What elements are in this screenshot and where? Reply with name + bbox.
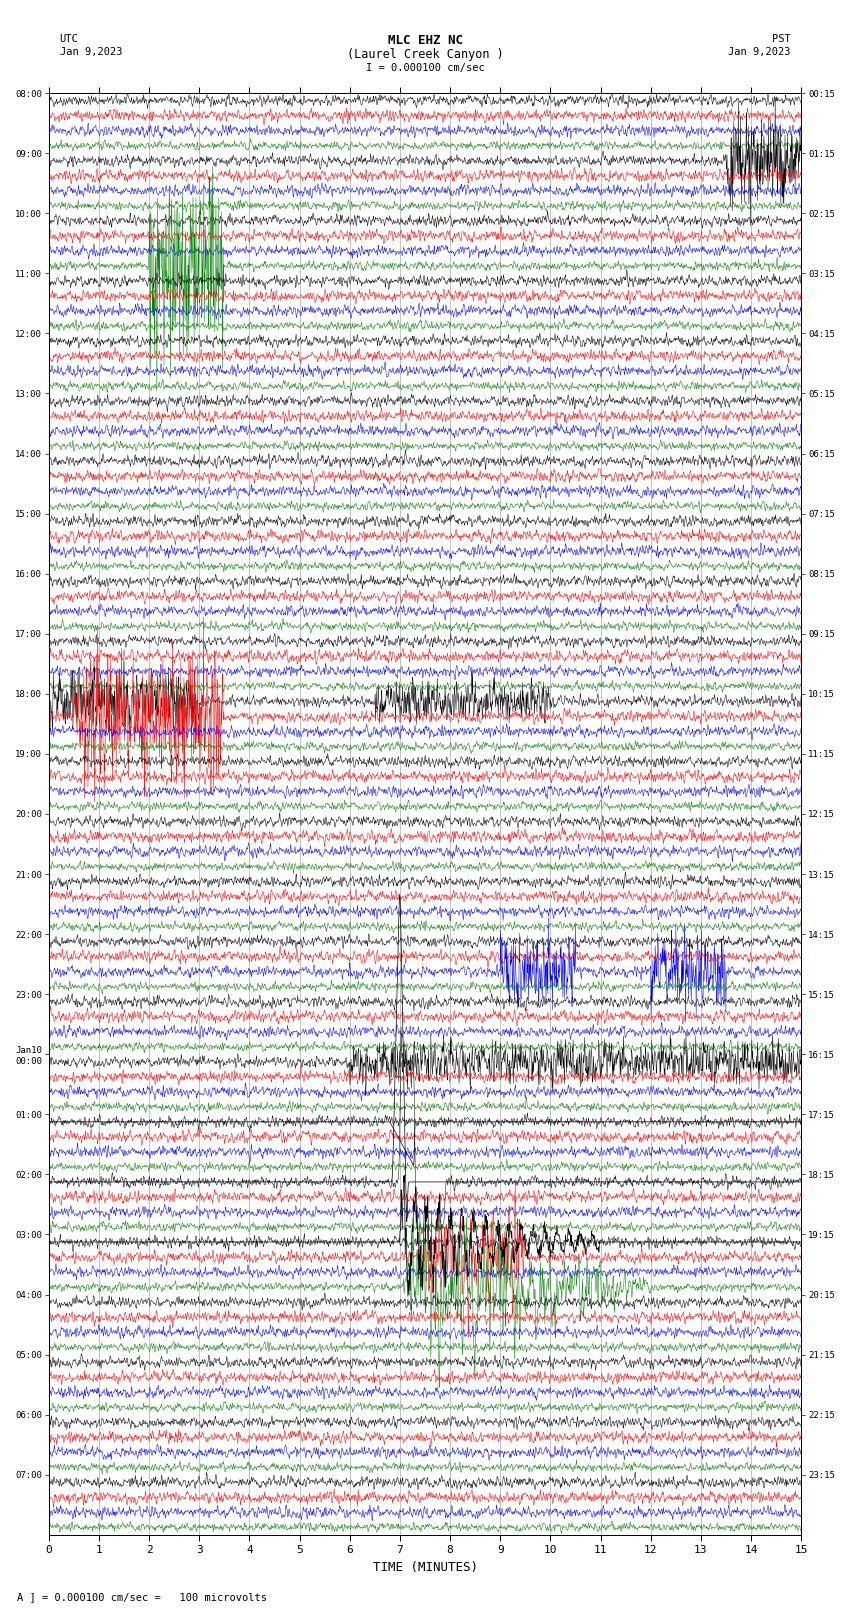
Text: A ] = 0.000100 cm/sec =   100 microvolts: A ] = 0.000100 cm/sec = 100 microvolts <box>17 1592 267 1602</box>
Text: MLC EHZ NC: MLC EHZ NC <box>388 34 462 47</box>
Text: I = 0.000100 cm/sec: I = 0.000100 cm/sec <box>366 63 484 73</box>
Text: (Laurel Creek Canyon ): (Laurel Creek Canyon ) <box>347 48 503 61</box>
Text: PST: PST <box>772 34 791 44</box>
Text: Jan 9,2023: Jan 9,2023 <box>60 47 122 56</box>
Text: Jan 9,2023: Jan 9,2023 <box>728 47 791 56</box>
X-axis label: TIME (MINUTES): TIME (MINUTES) <box>372 1561 478 1574</box>
Text: UTC: UTC <box>60 34 78 44</box>
